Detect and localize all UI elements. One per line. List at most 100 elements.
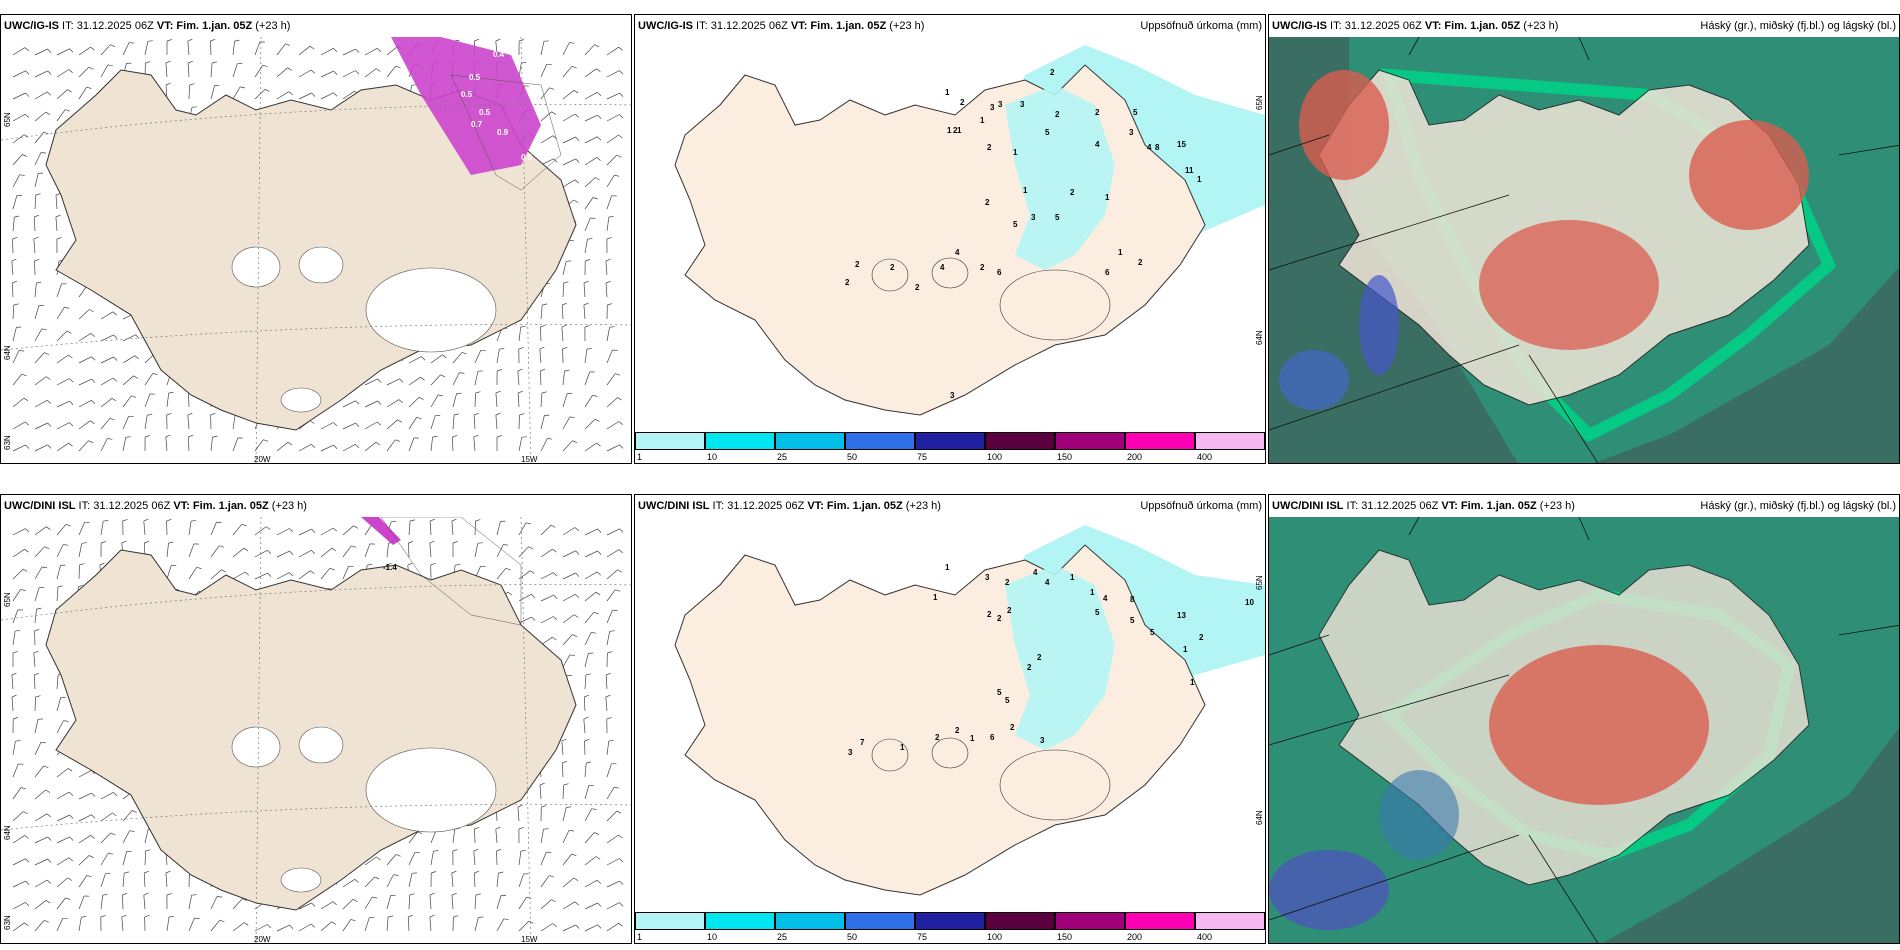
- precip-value-label: 3: [1040, 736, 1045, 745]
- wind-map-panel-1: UWC/IG-IS IT: 31.12.2025 06Z VT: Fim. 1.…: [0, 14, 632, 464]
- wind-barb-flag: [605, 694, 611, 698]
- wind-barb: [452, 414, 455, 430]
- wind-barb-flag: [543, 40, 549, 42]
- wind-barb-flag: [592, 197, 598, 200]
- wind-barb-flag: [561, 324, 567, 328]
- wind-barb-flag: [614, 174, 620, 177]
- wind-barb-flag: [583, 302, 589, 306]
- wind-barb: [408, 376, 421, 386]
- wind-barb-flag: [575, 158, 580, 163]
- colorbar-swatch: [845, 912, 915, 930]
- wind-barb: [100, 832, 111, 844]
- wind-barb: [605, 696, 608, 712]
- wind-barb: [561, 304, 564, 320]
- wind-barb: [34, 260, 36, 276]
- wind-barb: [56, 400, 70, 408]
- wind-barb: [584, 136, 598, 144]
- wind-barb: [364, 896, 373, 910]
- precip-value-label: 1: [970, 734, 975, 743]
- wind-barb-flag: [144, 540, 150, 544]
- wind-barb: [320, 70, 334, 78]
- wind-barb: [188, 895, 192, 910]
- wind-barb-flag: [609, 630, 615, 632]
- wind-barb-flag: [45, 111, 51, 116]
- wind-barb: [122, 355, 136, 364]
- wind-barb: [539, 370, 542, 386]
- wind-barb: [210, 437, 213, 452]
- wind-barb: [210, 896, 218, 910]
- wind-barb-flag: [619, 70, 624, 75]
- wind-barb: [518, 570, 531, 580]
- wind-barb-flag: [528, 920, 534, 924]
- wind-barb: [100, 377, 114, 386]
- precip-value-label: 2: [1138, 258, 1143, 267]
- wind-barb: [33, 239, 36, 254]
- wind-barb-flag: [355, 444, 360, 448]
- wind-barb-flag: [606, 717, 612, 720]
- wind-barb: [12, 589, 21, 602]
- wind-barb-flag: [616, 154, 622, 158]
- wind-barb-flag: [569, 416, 575, 419]
- precip-value-label: 2: [1050, 68, 1055, 77]
- wind-barb: [210, 545, 220, 558]
- wind-barb: [518, 546, 529, 558]
- wind-barb: [122, 894, 124, 910]
- wind-barb: [540, 111, 552, 122]
- wind-barb-flag: [597, 902, 602, 907]
- wind-barb-flag: [376, 856, 381, 861]
- wind-barb-flag: [89, 309, 94, 313]
- wind-barb-flag: [451, 518, 457, 522]
- wind-barb: [100, 418, 111, 430]
- wind-barb: [364, 543, 371, 558]
- colorbar-label: 200: [1127, 932, 1143, 942]
- wind-barb-flag: [595, 856, 601, 860]
- precip-value-label: 1: [1090, 588, 1095, 597]
- cloud-map-header-1: UWC/IG-IS IT: 31.12.2025 06Z VT: Fim. 1.…: [1269, 15, 1899, 37]
- wind-barb: [122, 42, 130, 56]
- wind-barb: [584, 924, 598, 932]
- wind-barb-flag: [619, 114, 624, 119]
- wind-barb: [298, 923, 312, 932]
- wind-barb-flag: [541, 805, 547, 808]
- wind-barb-flag: [64, 306, 70, 309]
- wind-barb: [11, 674, 14, 690]
- colorbar-swatch: [775, 432, 845, 450]
- wind-barb: [429, 520, 432, 536]
- wind-barb: [540, 524, 552, 536]
- wind-barb: [606, 134, 619, 144]
- wind-barb-flag: [129, 830, 135, 832]
- wind-barb: [12, 548, 25, 558]
- wind-barb: [364, 400, 378, 408]
- wind-barb: [364, 441, 377, 452]
- wind-barb-flag: [67, 89, 72, 93]
- wind-barb: [605, 260, 608, 276]
- wind-barb: [342, 443, 356, 452]
- wind-barb: [34, 719, 39, 734]
- cloud-map-svg-1: [1269, 36, 1899, 463]
- wind-barb-flag: [234, 39, 240, 42]
- wind-barb: [33, 216, 36, 232]
- wind-barb-flag: [495, 390, 501, 394]
- precip-value-label: 4: [1103, 594, 1108, 603]
- wind-barb-flag: [165, 60, 171, 64]
- wind-barb-flag: [410, 519, 415, 522]
- wind-barb: [56, 897, 66, 910]
- wind-barb: [276, 924, 290, 932]
- wind-barb-flag: [241, 523, 247, 527]
- wind-barb-flag: [107, 64, 113, 67]
- model-name: UWC/IG-IS: [4, 20, 59, 32]
- cloud-map-panel-1: UWC/IG-IS IT: 31.12.2025 06Z VT: Fim. 1.…: [1268, 14, 1900, 464]
- wind-barb-flag: [90, 333, 95, 337]
- wind-barb: [12, 113, 26, 122]
- init-time: IT: 31.12.2025 06Z: [693, 20, 791, 32]
- wind-barb: [584, 591, 597, 602]
- wind-barb: [320, 921, 332, 932]
- wind-barb-flag: [88, 440, 94, 444]
- wind-barb-flag: [100, 915, 106, 918]
- lead-time: (+23 h): [886, 20, 925, 32]
- wind-barb: [56, 565, 61, 580]
- wind-barb-flag: [331, 547, 337, 552]
- wind-barb-flag: [597, 114, 602, 119]
- wind-barb-flag: [618, 549, 623, 554]
- wind-barb-flag: [520, 325, 526, 328]
